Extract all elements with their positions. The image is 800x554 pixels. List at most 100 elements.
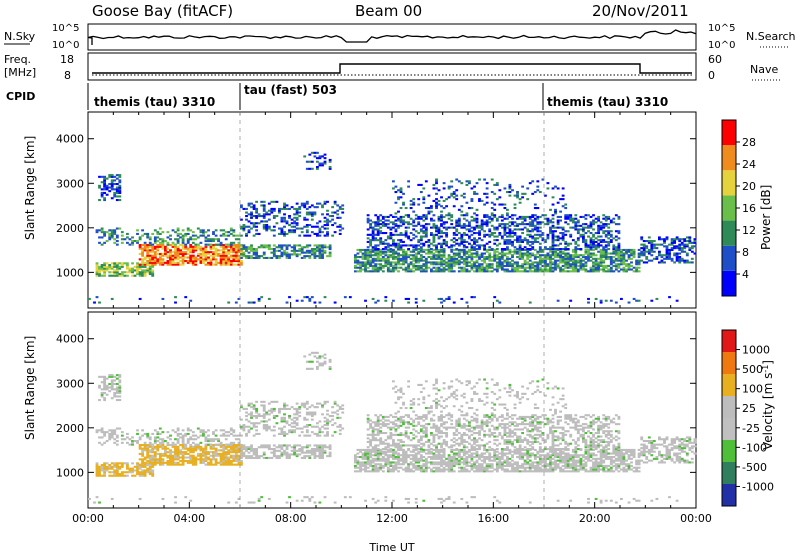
power-cell xyxy=(217,243,221,246)
velocity-cell xyxy=(318,455,322,458)
power-cell xyxy=(278,211,281,214)
power-cell xyxy=(364,254,367,257)
velocity-cell xyxy=(179,436,183,439)
velocity-cell xyxy=(229,447,233,450)
power-cell xyxy=(604,266,608,269)
velocity-cell xyxy=(222,429,226,432)
power-cell xyxy=(237,263,241,266)
power-cell xyxy=(576,232,580,235)
power-cell xyxy=(470,230,474,233)
power-cell xyxy=(404,250,408,253)
power-cell xyxy=(222,256,226,259)
power-cell xyxy=(384,250,388,253)
power-cell xyxy=(592,263,595,266)
power-cell xyxy=(602,248,606,251)
velocity-cell xyxy=(148,441,152,444)
power-cell xyxy=(602,252,606,255)
power-cell xyxy=(379,226,383,229)
power-cell xyxy=(490,232,494,235)
power-cell xyxy=(364,266,367,269)
power-cell xyxy=(513,232,517,235)
power-cell xyxy=(602,259,606,262)
power-cell xyxy=(361,248,365,251)
power-cell xyxy=(508,233,512,236)
power-cell xyxy=(503,226,507,229)
velocity-cell xyxy=(313,451,317,454)
velocity-cell xyxy=(174,454,177,457)
power-cell xyxy=(427,207,431,210)
velocity-cell xyxy=(174,461,177,464)
velocity-cell xyxy=(369,470,373,473)
power-cell xyxy=(526,228,530,231)
power-cell xyxy=(257,213,261,216)
power-cell xyxy=(407,256,411,259)
power-cell xyxy=(151,256,155,259)
power-cell xyxy=(298,248,302,251)
power-cell xyxy=(508,257,512,260)
power-cell xyxy=(118,274,122,277)
cpid-label: CPID xyxy=(6,90,35,103)
power-cell xyxy=(546,235,550,238)
power-cell xyxy=(217,254,221,257)
power-cell xyxy=(392,261,395,264)
power-cell xyxy=(584,214,588,217)
power-cell xyxy=(323,246,327,249)
velocity-cell xyxy=(366,457,370,460)
power-cell xyxy=(460,261,464,264)
power-cell xyxy=(544,270,547,273)
velocity-cell xyxy=(278,432,281,435)
power-cell xyxy=(462,232,466,235)
power-cell xyxy=(594,263,598,266)
power-cell xyxy=(414,217,418,220)
power-cell xyxy=(227,258,231,261)
power-cell xyxy=(468,242,471,245)
power-cell xyxy=(310,211,314,214)
power-cell xyxy=(181,258,185,261)
power-cell xyxy=(316,246,319,249)
velocity-cell xyxy=(305,431,309,434)
velocity-cell xyxy=(204,445,208,448)
velocity-cell xyxy=(199,456,203,459)
power-cell xyxy=(531,223,535,226)
power-cell xyxy=(452,259,456,262)
power-cell xyxy=(181,238,185,241)
power-cell xyxy=(316,222,319,225)
power-cell xyxy=(650,245,654,248)
power-cell xyxy=(369,256,373,259)
power-cell xyxy=(566,252,570,255)
power-cell xyxy=(424,235,428,238)
power-cell xyxy=(546,217,550,220)
power-cell xyxy=(202,247,205,250)
power-cell xyxy=(237,244,241,247)
power-cell xyxy=(447,268,451,271)
power-cell xyxy=(635,261,639,264)
power-cell xyxy=(614,259,618,262)
power-cell xyxy=(407,297,411,300)
power-cell xyxy=(566,230,570,233)
velocity-cell xyxy=(255,449,259,452)
power-cell xyxy=(356,252,360,255)
power-cell xyxy=(305,251,309,254)
power-cell xyxy=(576,254,580,257)
velocity-cell xyxy=(224,438,228,441)
velocity-cell xyxy=(138,452,142,455)
velocity-cell xyxy=(252,407,256,410)
power-cell xyxy=(544,257,547,260)
power-cell xyxy=(181,240,185,243)
power-cell xyxy=(579,261,583,264)
power-cell xyxy=(430,233,433,236)
power-cell xyxy=(455,219,459,222)
power-cell xyxy=(432,248,436,251)
power-cell xyxy=(194,258,198,261)
power-cell xyxy=(328,215,332,218)
power-cell xyxy=(166,261,170,264)
power-cell xyxy=(316,248,319,251)
power-cell xyxy=(381,221,385,224)
power-cell xyxy=(288,244,291,247)
velocity-cell xyxy=(333,431,337,434)
velocity-cell xyxy=(283,413,286,416)
power-cell xyxy=(115,236,119,239)
power-cell xyxy=(511,221,514,224)
velocity-cell xyxy=(255,422,259,425)
power-cell xyxy=(518,254,522,257)
